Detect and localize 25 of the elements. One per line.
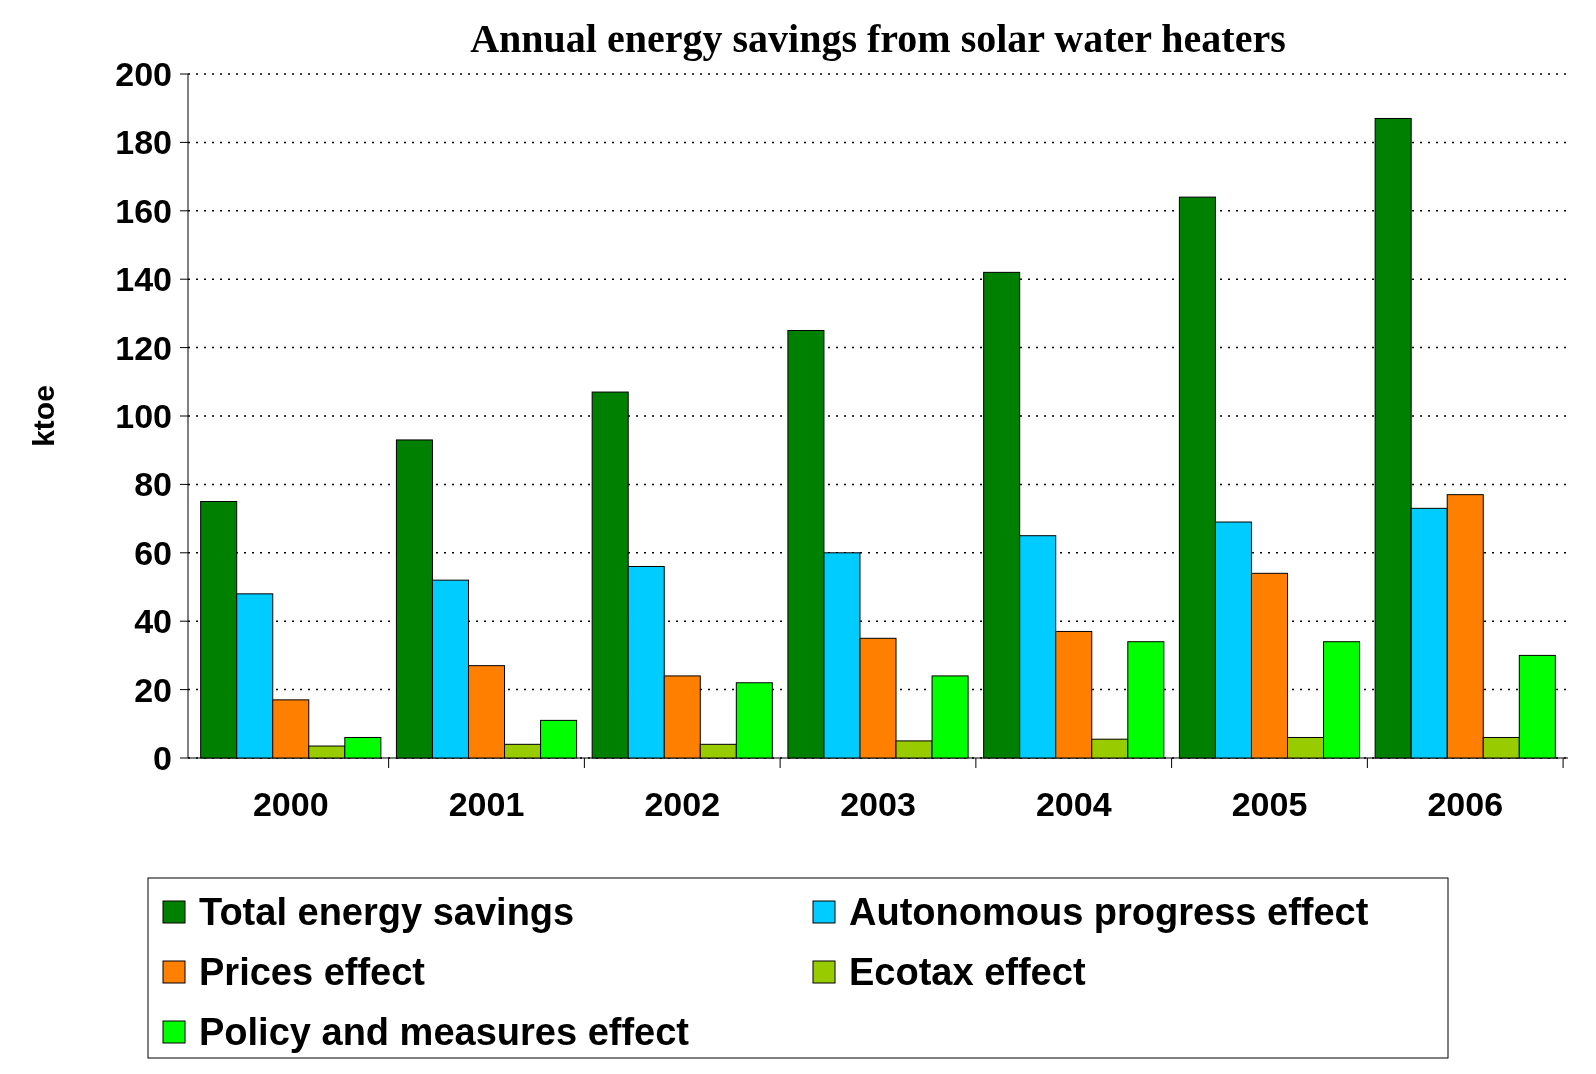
x-tick-label: 2001 xyxy=(448,785,525,823)
y-tick-label: 20 xyxy=(134,670,172,709)
x-tick-label: 2004 xyxy=(1035,785,1112,823)
legend-label: Policy and measures effect xyxy=(199,1011,690,1054)
legend-label: Prices effect xyxy=(199,951,426,994)
y-tick-label: 160 xyxy=(115,191,172,230)
legend-label: Autonomous progress effect xyxy=(849,891,1369,934)
y-tick-label: 200 xyxy=(115,54,172,93)
x-tick-label: 2006 xyxy=(1427,785,1504,823)
x-tick-label: 2003 xyxy=(840,785,916,823)
x-tick-label: 2000 xyxy=(252,785,329,823)
y-axis-title: ktoe xyxy=(27,385,60,447)
y-tick-label: 80 xyxy=(134,465,172,504)
y-tick-label: 100 xyxy=(115,396,172,435)
y-tick-label: 40 xyxy=(134,602,172,641)
y-tick-label: 60 xyxy=(134,533,172,572)
legend-label: Total energy savings xyxy=(199,891,575,934)
chart-title: Annual energy savings from solar water heaters xyxy=(470,16,1286,61)
legend-label: Ecotax effect xyxy=(849,951,1086,994)
y-tick-label: 140 xyxy=(115,260,172,299)
y-tick-label: 120 xyxy=(115,328,172,367)
x-tick-label: 2005 xyxy=(1231,785,1308,823)
x-tick-label: 2002 xyxy=(644,785,721,823)
y-tick-label: 180 xyxy=(115,123,172,162)
y-tick-label: 0 xyxy=(153,738,172,777)
